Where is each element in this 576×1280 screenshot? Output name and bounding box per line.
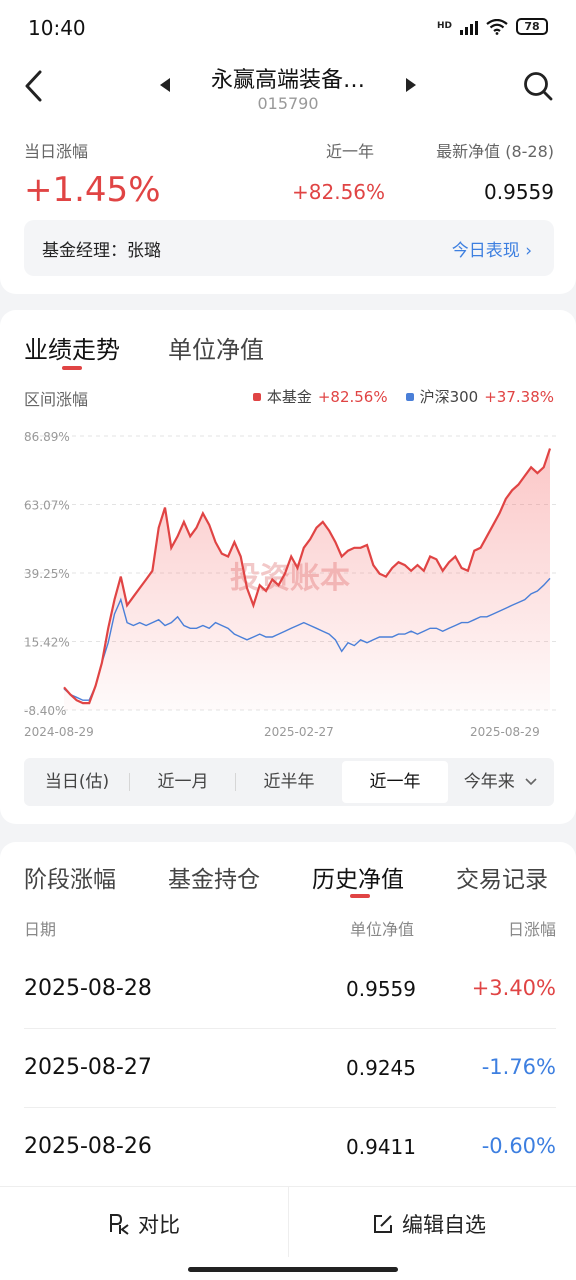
y-tick-label: 39.25%	[24, 567, 70, 581]
y-tick-label: 63.07%	[24, 499, 70, 513]
status-bar: 10:40 HD 78	[0, 0, 576, 56]
range-change-label: 区间涨幅	[24, 390, 89, 409]
period-1y[interactable]: 近一年	[342, 761, 448, 803]
x-tick-label: 2024-08-29	[24, 725, 94, 739]
manager-row[interactable]: 基金经理：张璐 今日表现 ›	[24, 220, 554, 276]
x-tick-label: 2025-08-29	[470, 725, 540, 739]
period-selector: 当日(估) 近一月 近半年 近一年 今年来	[24, 758, 554, 806]
row-date: 2025-08-26	[24, 1134, 152, 1159]
fund-code: 015790	[257, 94, 319, 113]
edit-watchlist-button[interactable]: 编辑自选	[372, 1209, 486, 1239]
row-nav: 0.9245	[346, 1056, 416, 1080]
history-card: 阶段涨幅 基金持仓 历史净值 交易记录 日期 单位净值 日涨幅 2025-08-…	[0, 842, 576, 1186]
today-performance-link[interactable]: 今日表现 ›	[451, 241, 532, 261]
period-today[interactable]: 当日(估)	[24, 758, 130, 806]
chart-card: 业绩走势 单位净值 区间涨幅 本基金 +82.56% 沪深300 +37.38%…	[0, 310, 576, 824]
status-icons: HD 78	[437, 18, 548, 35]
tab-history-nav[interactable]: 历史净值	[312, 867, 404, 893]
row-nav: 0.9411	[346, 1135, 416, 1159]
today-change-label: 当日涨幅	[24, 142, 89, 161]
next-fund-icon[interactable]	[406, 78, 416, 92]
pk-icon	[110, 1214, 129, 1235]
x-tick-label: 2025-02-27	[264, 725, 334, 739]
row-nav: 0.9559	[346, 977, 416, 1001]
tab-performance[interactable]: 业绩走势	[24, 336, 120, 364]
bottom-bar: 对比 编辑自选	[0, 1186, 576, 1280]
row-change: -1.76%	[481, 1055, 556, 1079]
compare-button[interactable]: 对比	[108, 1209, 180, 1239]
summary-card: 当日涨幅 近一年 最新净值 (8-28) +1.45% +82.56% 0.95…	[0, 126, 576, 294]
legend-index-value: +37.38%	[484, 387, 554, 406]
col-nav: 单位净值	[349, 920, 414, 939]
col-date: 日期	[24, 920, 57, 939]
series-line-fund	[63, 448, 552, 705]
period-today-label: 当日(估)	[44, 772, 110, 792]
period-1m[interactable]: 近一月	[130, 758, 236, 806]
search-icon[interactable]	[522, 70, 554, 102]
y-tick-label: -8.40%	[24, 704, 66, 718]
y-tick-label: 86.89%	[24, 430, 70, 444]
year-change-value: +82.56%	[292, 180, 386, 204]
table-row[interactable]: 2025-08-27 0.9245 -1.76%	[24, 1029, 556, 1108]
period-1y-label: 近一年	[369, 772, 421, 792]
period-ytd[interactable]: 今年来	[448, 758, 554, 806]
manager-name: 基金经理：张璐	[42, 241, 161, 261]
fund-title: 永赢高端装备…	[210, 68, 365, 93]
year-change-label: 近一年	[326, 142, 375, 161]
history-tab-underline	[350, 894, 370, 898]
row-change: -0.60%	[481, 1134, 556, 1158]
performance-chart[interactable]: 投资账本 86.89%63.07%39.25%15.42%-8.40% 2024…	[0, 420, 576, 750]
status-time: 10:40	[28, 16, 86, 40]
table-row[interactable]: 2025-08-28 0.9559 +3.40%	[24, 950, 556, 1029]
signal-icon	[460, 19, 478, 35]
period-1m-label: 近一月	[157, 772, 209, 792]
prev-fund-icon[interactable]	[160, 78, 170, 92]
wifi-icon	[486, 18, 508, 35]
chart-legend: 本基金 +82.56% 沪深300 +37.38%	[252, 386, 554, 407]
tab-holdings[interactable]: 基金持仓	[168, 867, 260, 893]
nav-label: 最新净值 (8-28)	[436, 142, 554, 161]
col-change: 日涨幅	[507, 920, 556, 939]
back-icon[interactable]	[20, 68, 48, 104]
series-line-csi300	[63, 577, 551, 701]
fund-area	[64, 448, 550, 710]
battery-icon: 78	[516, 18, 548, 35]
chevron-down-icon	[525, 778, 537, 786]
legend-fund-name: 本基金	[266, 388, 312, 406]
home-indicator[interactable]	[188, 1267, 398, 1272]
tab-unit-nav[interactable]: 单位净值	[168, 336, 264, 364]
period-ytd-label: 今年来	[463, 772, 515, 792]
legend-fund-value: +82.56%	[317, 387, 388, 406]
legend-index-swatch	[405, 392, 414, 401]
legend-index-name: 沪深300	[419, 388, 479, 406]
header: 永赢高端装备… 015790	[0, 56, 576, 126]
compare-label: 对比	[138, 1213, 180, 1237]
edit-label: 编辑自选	[402, 1213, 486, 1237]
tab-stage-returns[interactable]: 阶段涨幅	[24, 867, 116, 893]
tab-underline	[62, 366, 82, 370]
period-6m-label: 近半年	[263, 772, 315, 792]
y-tick-label: 15.42%	[24, 636, 70, 650]
table-row[interactable]: 2025-08-26 0.9411 -0.60%	[24, 1108, 556, 1187]
row-date: 2025-08-28	[24, 976, 152, 1001]
period-6m[interactable]: 近半年	[236, 758, 342, 806]
nav-value: 0.9559	[484, 180, 554, 204]
tab-transactions[interactable]: 交易记录	[456, 867, 548, 893]
today-change-value: +1.45%	[24, 170, 161, 210]
row-change: +3.40%	[471, 976, 556, 1000]
row-date: 2025-08-27	[24, 1055, 152, 1080]
bottom-divider	[288, 1187, 289, 1257]
edit-icon	[374, 1215, 392, 1233]
hd-icon: HD	[436, 21, 452, 31]
legend-fund-swatch	[252, 392, 261, 401]
